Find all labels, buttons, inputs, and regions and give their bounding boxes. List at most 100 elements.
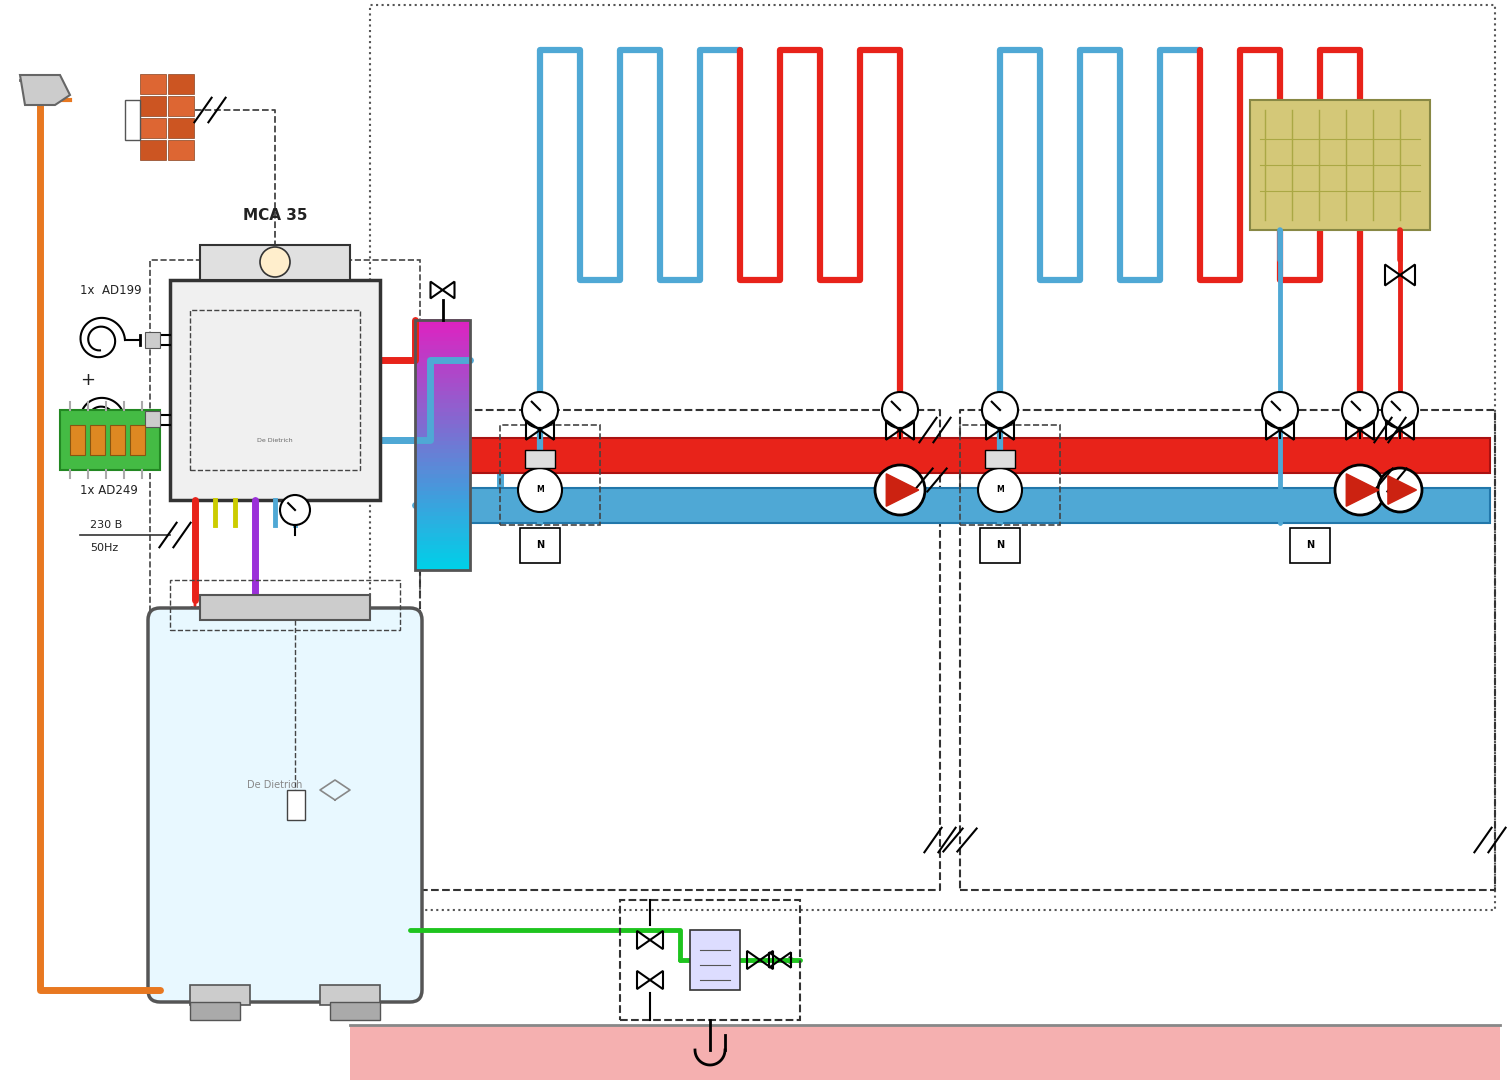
Bar (414, 490, 470, 495)
Bar (350, 1025, 1499, 1080)
Circle shape (876, 465, 925, 515)
Bar (414, 436, 470, 441)
Bar (414, 378, 470, 382)
Bar (414, 369, 470, 374)
Bar (414, 519, 470, 524)
Bar (500, 426, 600, 525)
Bar (414, 448, 470, 454)
Bar (414, 461, 470, 465)
Bar (167, 118, 194, 138)
Text: 1x AD249: 1x AD249 (80, 484, 137, 497)
Bar (414, 474, 470, 478)
Bar (414, 445, 470, 449)
Bar (145, 332, 160, 348)
Bar (190, 985, 250, 1005)
Bar (90, 426, 105, 455)
Bar (414, 549, 470, 553)
Text: N: N (1307, 540, 1314, 551)
Bar (414, 349, 470, 353)
Bar (960, 426, 1059, 525)
Bar (414, 511, 470, 516)
Bar (286, 789, 304, 820)
Circle shape (1343, 392, 1377, 428)
Text: 1x  AD199: 1x AD199 (80, 283, 142, 297)
Bar (414, 382, 470, 387)
Bar (170, 580, 399, 630)
Bar (1249, 100, 1430, 230)
Bar (190, 1002, 240, 1020)
Bar (414, 357, 470, 362)
Text: 50Hz: 50Hz (90, 543, 118, 553)
Bar (414, 477, 470, 483)
Text: 230 B: 230 B (90, 519, 122, 530)
Bar (170, 280, 380, 500)
Bar (414, 403, 470, 407)
Bar (414, 328, 470, 333)
Bar (980, 527, 1020, 563)
Bar (414, 465, 470, 470)
Bar (140, 118, 166, 138)
Bar (151, 260, 420, 620)
Text: De Dietrich: De Dietrich (247, 780, 303, 789)
Bar (414, 470, 470, 474)
Bar (414, 361, 470, 366)
Bar (414, 332, 470, 337)
Bar (414, 524, 470, 528)
Bar (140, 96, 166, 116)
Circle shape (280, 495, 310, 525)
Bar (414, 507, 470, 512)
Bar (414, 499, 470, 503)
Bar (110, 426, 125, 455)
Bar (414, 553, 470, 557)
Bar (414, 387, 470, 391)
FancyBboxPatch shape (148, 608, 422, 1002)
Bar (414, 416, 470, 420)
Bar (414, 428, 470, 432)
Circle shape (518, 468, 562, 512)
Bar (200, 245, 350, 280)
Bar (414, 457, 470, 461)
Bar (414, 528, 470, 532)
Bar (167, 140, 194, 160)
Bar (414, 365, 470, 370)
Bar (414, 495, 470, 499)
Bar (69, 426, 84, 455)
Text: N: N (536, 540, 544, 551)
Bar (414, 441, 470, 445)
Circle shape (1335, 465, 1385, 515)
Bar (167, 96, 194, 116)
Bar (145, 411, 160, 427)
Circle shape (978, 468, 1022, 512)
Circle shape (1377, 468, 1423, 512)
Bar (140, 140, 166, 160)
Text: +: + (80, 372, 95, 389)
Bar (319, 985, 380, 1005)
Bar (190, 310, 360, 470)
Text: De Dietrich: De Dietrich (258, 437, 292, 443)
Text: M: M (996, 486, 1004, 495)
Bar (414, 374, 470, 378)
Bar (60, 410, 160, 470)
Bar (414, 407, 470, 411)
Bar (520, 527, 561, 563)
Bar (414, 399, 470, 403)
Bar (414, 423, 470, 429)
Bar (414, 540, 470, 545)
Bar (414, 419, 470, 424)
Polygon shape (886, 474, 919, 507)
Bar (524, 450, 555, 468)
Bar (414, 565, 470, 570)
Bar (330, 1002, 380, 1020)
Bar (414, 320, 470, 324)
Bar (429, 487, 1490, 523)
Text: N: N (996, 540, 1004, 551)
Bar (125, 100, 140, 140)
Text: M: M (536, 486, 544, 495)
Circle shape (1382, 392, 1418, 428)
Text: MCA 35: MCA 35 (243, 207, 307, 222)
Bar (414, 532, 470, 537)
Bar (414, 482, 470, 487)
Polygon shape (20, 75, 69, 105)
Bar (429, 437, 1490, 473)
Bar (414, 394, 470, 400)
